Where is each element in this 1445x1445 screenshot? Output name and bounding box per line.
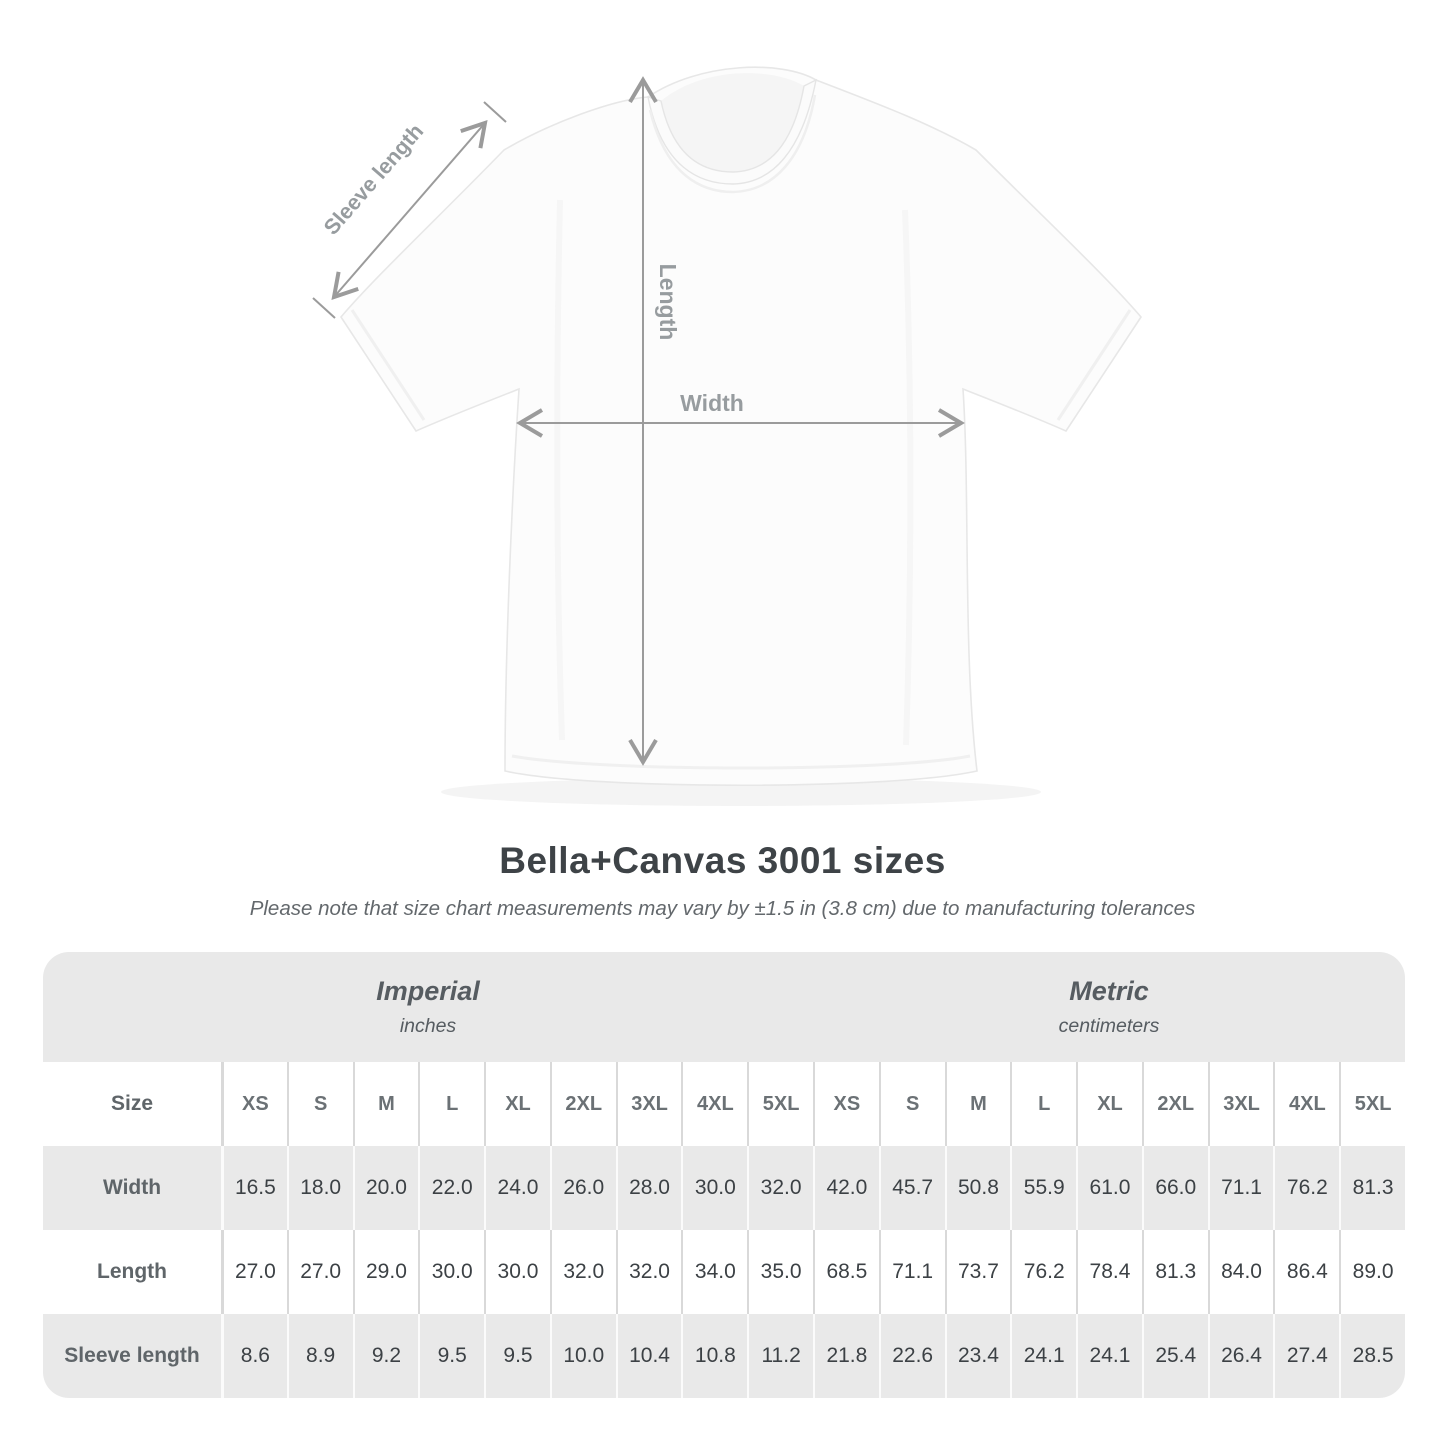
page-subtitle: Please note that size chart measurements… bbox=[249, 897, 1196, 920]
size-header: M bbox=[352, 1062, 419, 1146]
value-cell: 32.0 bbox=[615, 1230, 682, 1314]
value-cell: 22.6 bbox=[878, 1314, 945, 1398]
value-cell: 73.7 bbox=[944, 1230, 1011, 1314]
value-cell: 29.0 bbox=[352, 1230, 419, 1314]
value-cell: 89.0 bbox=[1339, 1230, 1405, 1314]
value-cell: 26.0 bbox=[549, 1146, 616, 1230]
size-header: S bbox=[286, 1062, 353, 1146]
value-cell: 23.4 bbox=[944, 1314, 1011, 1398]
value-cell: 22.0 bbox=[418, 1146, 485, 1230]
value-cell: 32.0 bbox=[549, 1230, 616, 1314]
row-label: Width bbox=[43, 1146, 221, 1230]
value-cell: 25.4 bbox=[1141, 1314, 1208, 1398]
value-cell: 16.5 bbox=[221, 1146, 287, 1230]
value-cell: 78.4 bbox=[1076, 1230, 1142, 1314]
value-cell: 10.0 bbox=[549, 1314, 616, 1398]
group-header-metric: Metric centimeters bbox=[813, 952, 1405, 1062]
size-header: 3XL bbox=[615, 1062, 682, 1146]
tshirt-outline bbox=[340, 66, 1142, 787]
group-unit-label: inches bbox=[399, 1015, 457, 1037]
value-cell: 34.0 bbox=[681, 1230, 748, 1314]
value-cell: 86.4 bbox=[1273, 1230, 1340, 1314]
value-cell: 35.0 bbox=[747, 1230, 813, 1314]
value-cell: 81.3 bbox=[1141, 1230, 1208, 1314]
value-cell: 9.5 bbox=[418, 1314, 485, 1398]
value-cell: 27.4 bbox=[1273, 1314, 1340, 1398]
group-title: Metric bbox=[1069, 976, 1149, 1006]
size-header: XS bbox=[813, 1062, 879, 1146]
value-cell: 30.0 bbox=[484, 1230, 550, 1314]
group-title: Imperial bbox=[376, 976, 480, 1006]
size-header: 4XL bbox=[681, 1062, 748, 1146]
size-header: XL bbox=[484, 1062, 550, 1146]
value-cell: 30.0 bbox=[681, 1146, 748, 1230]
width-label: Width bbox=[680, 390, 744, 416]
tshirt-measurement-figure: Sleeve length Length Width bbox=[312, 66, 1142, 806]
value-cell: 55.9 bbox=[1010, 1146, 1077, 1230]
group-header-imperial: Imperial inches bbox=[43, 952, 813, 1062]
group-unit-label: centimeters bbox=[1058, 1015, 1160, 1037]
size-table: Imperial inches Metric centimeters Size XS S M L… bbox=[43, 952, 1405, 1398]
value-cell: 24.1 bbox=[1076, 1314, 1142, 1398]
size-header: 4XL bbox=[1273, 1062, 1340, 1146]
size-grid: Imperial inches Metric centimeters Size XS S M L… bbox=[43, 952, 1405, 1398]
value-cell: 84.0 bbox=[1207, 1230, 1274, 1314]
value-cell: 71.1 bbox=[878, 1230, 945, 1314]
value-cell: 8.9 bbox=[286, 1314, 353, 1398]
value-cell: 50.8 bbox=[944, 1146, 1011, 1230]
size-header: L bbox=[1010, 1062, 1077, 1146]
value-cell: 18.0 bbox=[286, 1146, 353, 1230]
value-cell: 45.7 bbox=[878, 1146, 945, 1230]
row-label: Length bbox=[43, 1230, 221, 1314]
size-header: XL bbox=[1076, 1062, 1142, 1146]
value-cell: 24.0 bbox=[484, 1146, 550, 1230]
value-cell: 68.5 bbox=[813, 1230, 879, 1314]
value-cell: 81.3 bbox=[1339, 1146, 1405, 1230]
value-cell: 30.0 bbox=[418, 1230, 485, 1314]
row-label: Sleeve length bbox=[43, 1314, 221, 1398]
length-label: Length bbox=[655, 264, 681, 341]
size-header: 2XL bbox=[549, 1062, 616, 1146]
size-header: XS bbox=[221, 1062, 287, 1146]
value-cell: 11.2 bbox=[747, 1314, 813, 1398]
shirt-shadow bbox=[441, 778, 1041, 806]
size-header: 3XL bbox=[1207, 1062, 1274, 1146]
heading-block: Bella+Canvas 3001 sizes Please note that… bbox=[0, 840, 1445, 921]
size-header: S bbox=[878, 1062, 945, 1146]
value-cell: 27.0 bbox=[286, 1230, 353, 1314]
value-cell: 28.5 bbox=[1339, 1314, 1405, 1398]
value-cell: 71.1 bbox=[1207, 1146, 1274, 1230]
value-cell: 9.2 bbox=[352, 1314, 419, 1398]
tshirt-diagram: Sleeve length Length Width bbox=[312, 66, 1142, 806]
size-header: 2XL bbox=[1141, 1062, 1208, 1146]
value-cell: 10.4 bbox=[615, 1314, 682, 1398]
value-cell: 24.1 bbox=[1010, 1314, 1077, 1398]
value-cell: 8.6 bbox=[221, 1314, 287, 1398]
value-cell: 27.0 bbox=[221, 1230, 287, 1314]
size-header: L bbox=[418, 1062, 485, 1146]
sleeve-length-arrow bbox=[312, 101, 507, 319]
value-cell: 42.0 bbox=[813, 1146, 879, 1230]
value-cell: 61.0 bbox=[1076, 1146, 1142, 1230]
sleeve-length-label: Sleeve length bbox=[319, 119, 428, 239]
value-cell: 9.5 bbox=[484, 1314, 550, 1398]
value-cell: 76.2 bbox=[1010, 1230, 1077, 1314]
value-cell: 26.4 bbox=[1207, 1314, 1274, 1398]
value-cell: 32.0 bbox=[747, 1146, 813, 1230]
value-cell: 66.0 bbox=[1141, 1146, 1208, 1230]
size-header: 5XL bbox=[747, 1062, 813, 1146]
size-header: 5XL bbox=[1339, 1062, 1405, 1146]
value-cell: 76.2 bbox=[1273, 1146, 1340, 1230]
value-cell: 28.0 bbox=[615, 1146, 682, 1230]
value-cell: 10.8 bbox=[681, 1314, 748, 1398]
page-title: Bella+Canvas 3001 sizes bbox=[499, 840, 946, 881]
size-column-header: Size bbox=[43, 1062, 221, 1146]
size-header: M bbox=[944, 1062, 1011, 1146]
value-cell: 20.0 bbox=[352, 1146, 419, 1230]
value-cell: 21.8 bbox=[813, 1314, 879, 1398]
